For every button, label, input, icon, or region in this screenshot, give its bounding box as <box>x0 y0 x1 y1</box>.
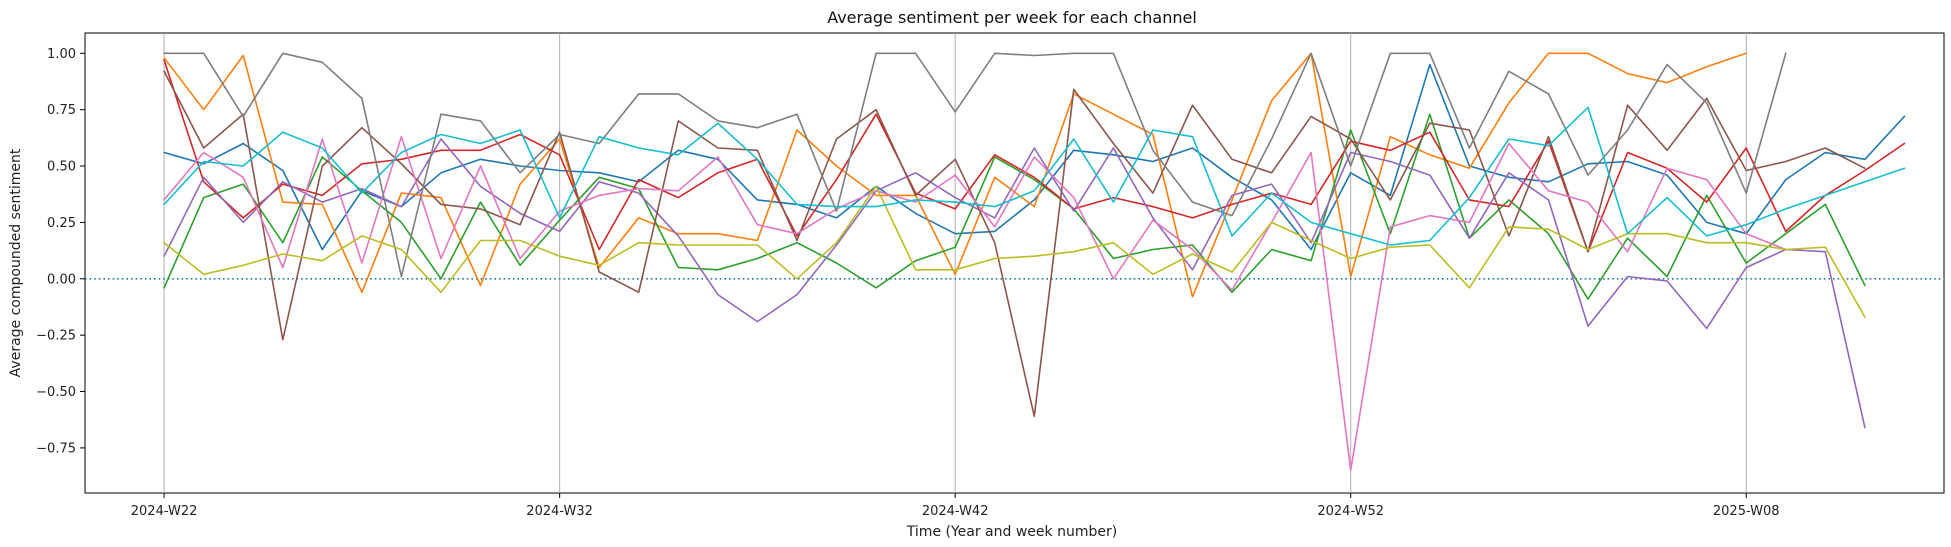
y-tick-label: −0.25 <box>36 329 76 344</box>
plot-frame <box>84 32 1945 494</box>
series-line-6 <box>163 70 1866 418</box>
y-tick-label: 0.00 <box>47 272 76 287</box>
x-tick-label: 2025-W08 <box>1713 504 1780 519</box>
series-line-9 <box>163 185 1866 318</box>
y-tick-label: −0.50 <box>36 385 76 400</box>
x-tick-label: 2024-W22 <box>131 504 198 519</box>
x-tick-label: 2024-W32 <box>526 504 593 519</box>
y-axis-label: Average compounded sentiment <box>8 148 24 377</box>
series-line-2 <box>163 52 1747 298</box>
series-line-3 <box>163 113 1866 300</box>
series-line-5 <box>163 138 1866 429</box>
y-tick-label: −0.75 <box>36 441 76 456</box>
y-tick-label: 1.00 <box>47 47 76 62</box>
x-axis-label: Time (Year and week number) <box>906 524 1117 540</box>
y-tick-label: 0.25 <box>47 216 76 231</box>
plot-area: 2024-W22 2024-W32 2024-W42 2024-W52 2025-W08… <box>36 32 1945 519</box>
y-axis-ticks: 1.00 0.75 0.50 0.25 0.00 −0.25 −0.50 −0.75 <box>36 47 85 456</box>
x-tick-label: 2024-W42 <box>922 504 989 519</box>
series-line-7 <box>163 135 1787 472</box>
x-axis-ticks: 2024-W22 2024-W32 2024-W42 2024-W52 2025-W08 <box>131 493 1780 519</box>
series-line-8 <box>163 52 1787 278</box>
series-line-10 <box>163 106 1906 246</box>
y-tick-label: 0.75 <box>47 103 76 118</box>
x-tick-label: 2024-W52 <box>1317 504 1384 519</box>
y-tick-label: 0.50 <box>47 160 76 175</box>
series-layer <box>163 52 1906 472</box>
chart-title: Average sentiment per week for each chan… <box>827 8 1197 27</box>
series-line-4 <box>163 59 1906 253</box>
series-line-1 <box>163 63 1906 251</box>
